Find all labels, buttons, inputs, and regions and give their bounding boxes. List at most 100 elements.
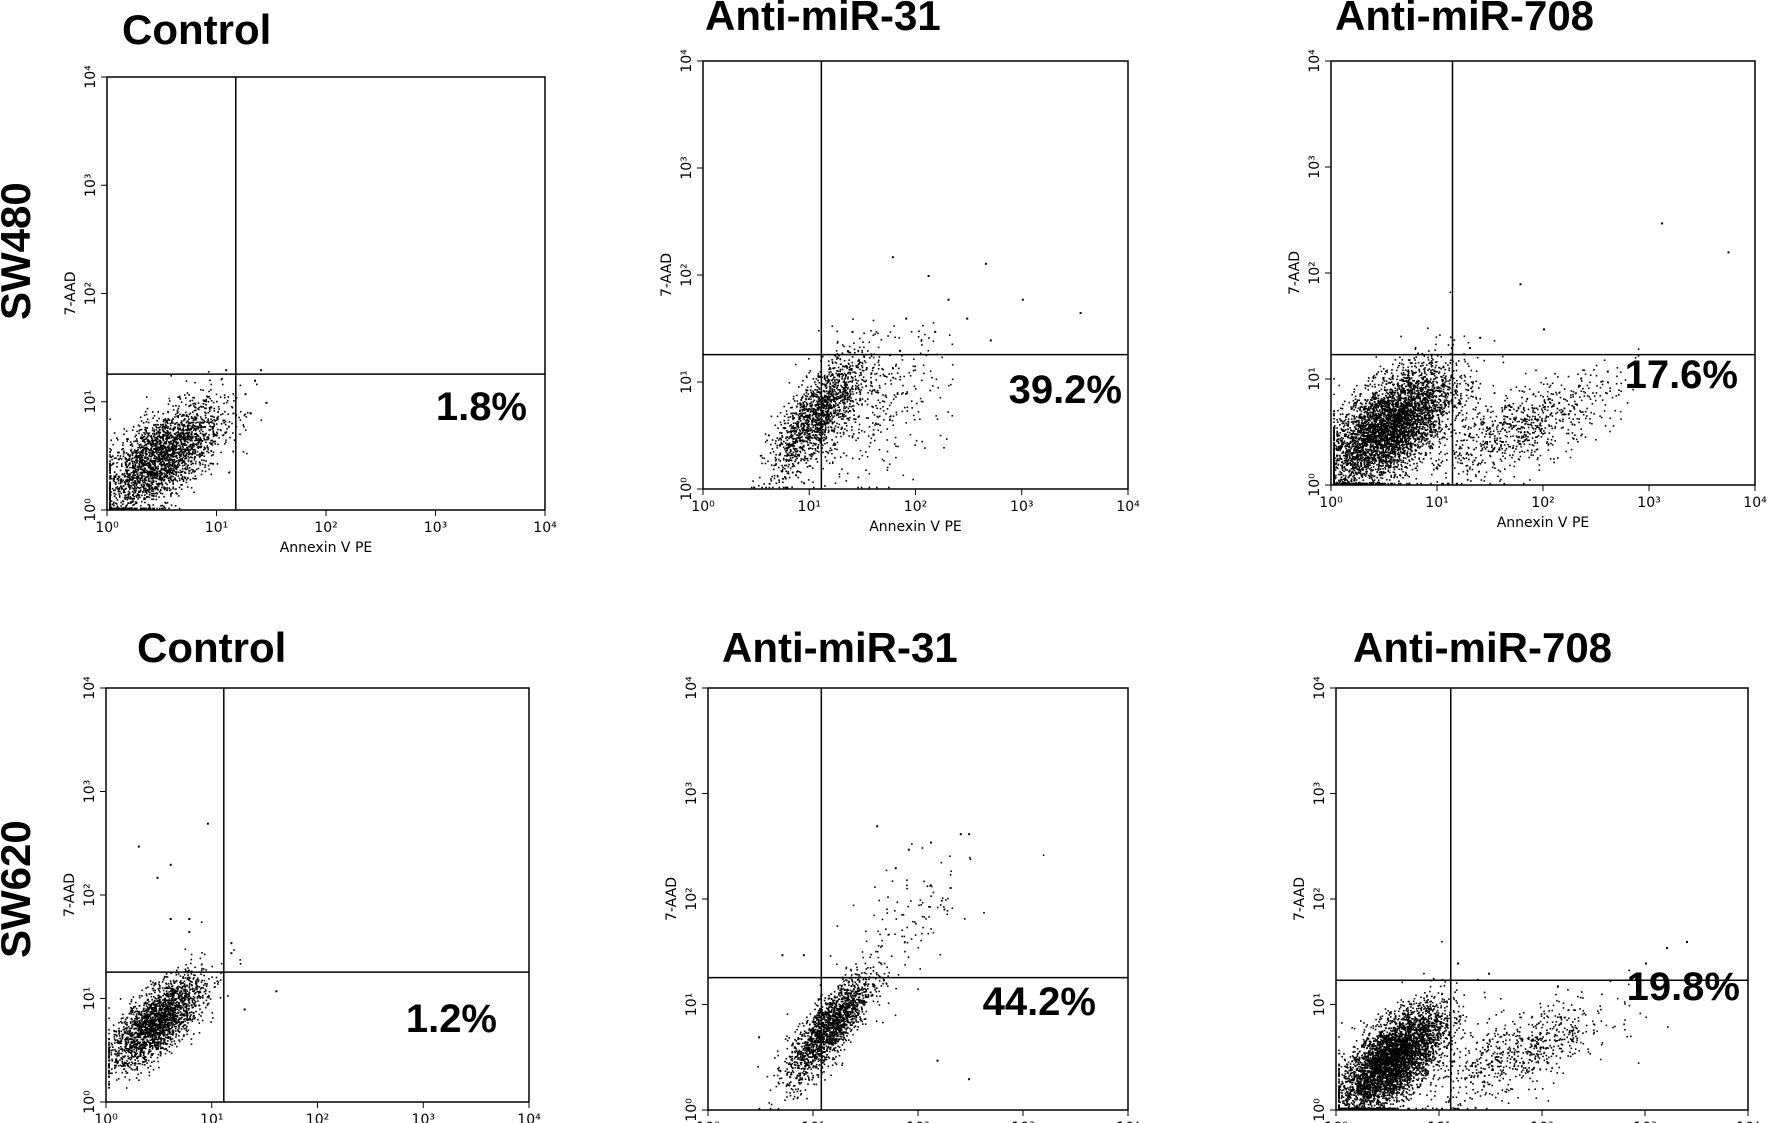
data-point: [128, 491, 131, 494]
data-point: [1475, 380, 1477, 383]
data-point: [187, 425, 189, 428]
data-point: [199, 443, 202, 445]
data-point: [800, 459, 802, 462]
data-point: [184, 448, 187, 451]
data-point: [174, 413, 177, 416]
data-point: [945, 438, 948, 440]
data-point: [177, 495, 180, 497]
data-point: [179, 432, 182, 435]
data-point: [198, 426, 201, 429]
data-point: [148, 451, 150, 453]
data-point: [816, 394, 818, 396]
data-point: [826, 442, 828, 444]
data-point: [210, 425, 212, 428]
data-point: [841, 399, 843, 402]
data-point: [205, 400, 207, 403]
data-point: [155, 474, 157, 476]
data-point: [823, 439, 825, 441]
data-point: [185, 444, 188, 446]
data-point: [163, 426, 166, 428]
data-point: [145, 396, 148, 398]
data-point: [815, 396, 818, 398]
data-point: [112, 455, 114, 457]
data-point: [148, 487, 150, 489]
data-point: [815, 458, 817, 460]
data-point: [128, 484, 130, 486]
data-point: [189, 449, 192, 451]
data-point: [168, 479, 170, 482]
data-point: [771, 475, 773, 478]
data-point: [858, 432, 860, 434]
data-point: [807, 438, 809, 440]
data-point: [146, 464, 148, 466]
data-point: [877, 391, 880, 394]
data-point: [143, 432, 145, 434]
data-point: [800, 481, 803, 483]
data-point: [157, 451, 159, 453]
data-point: [895, 396, 897, 398]
data-point: [161, 483, 164, 486]
data-point: [882, 394, 884, 396]
data-point: [156, 468, 159, 470]
data-point: [811, 419, 813, 422]
data-point: [111, 458, 113, 461]
data-point: [789, 416, 792, 418]
data-point: [173, 444, 175, 446]
data-point: [164, 501, 166, 504]
data-point: [205, 438, 207, 441]
data-point: [807, 479, 810, 481]
data-point: [148, 506, 151, 508]
data-point: [169, 464, 171, 466]
data-point: [109, 489, 111, 491]
data-point: [826, 407, 828, 410]
data-point: [206, 436, 208, 438]
data-point: [163, 476, 166, 479]
data-point: [836, 330, 838, 333]
data-point: [877, 346, 880, 349]
data-point: [138, 477, 140, 480]
data-point: [814, 428, 817, 430]
data-point: [202, 422, 205, 424]
data-point: [134, 456, 136, 459]
data-point: [807, 421, 809, 424]
data-point: [135, 440, 137, 442]
data-point: [166, 472, 168, 475]
data-point: [779, 412, 782, 414]
data-point: [782, 446, 785, 449]
data-point: [825, 416, 827, 419]
data-point: [147, 421, 150, 424]
data-point: [153, 476, 156, 479]
data-point: [846, 365, 848, 368]
data-point: [171, 459, 173, 461]
data-point: [150, 449, 152, 452]
data-point: [794, 447, 796, 450]
data-point: [141, 485, 144, 488]
data-point: [951, 343, 954, 346]
data-point: [182, 428, 184, 430]
data-point: [188, 418, 190, 420]
data-point: [188, 445, 191, 447]
data-point: [232, 412, 235, 415]
data-point: [202, 426, 204, 428]
data-point: [260, 369, 263, 372]
data-point: [805, 430, 807, 432]
data-point: [133, 476, 136, 479]
data-point: [817, 419, 820, 422]
data-point: [830, 399, 832, 401]
data-point: [159, 470, 161, 473]
data-point: [201, 454, 204, 456]
data-point: [791, 463, 794, 465]
data-point: [171, 436, 174, 438]
data-point: [198, 406, 200, 409]
data-point: [782, 486, 785, 489]
data-point: [829, 390, 832, 393]
data-point: [843, 452, 845, 454]
data-point: [888, 463, 891, 465]
data-point: [174, 488, 177, 491]
data-point: [155, 498, 158, 501]
data-point: [238, 416, 240, 419]
data-point: [138, 490, 140, 493]
data-point: [129, 496, 132, 498]
data-point: [210, 383, 212, 386]
data-point: [190, 428, 192, 430]
